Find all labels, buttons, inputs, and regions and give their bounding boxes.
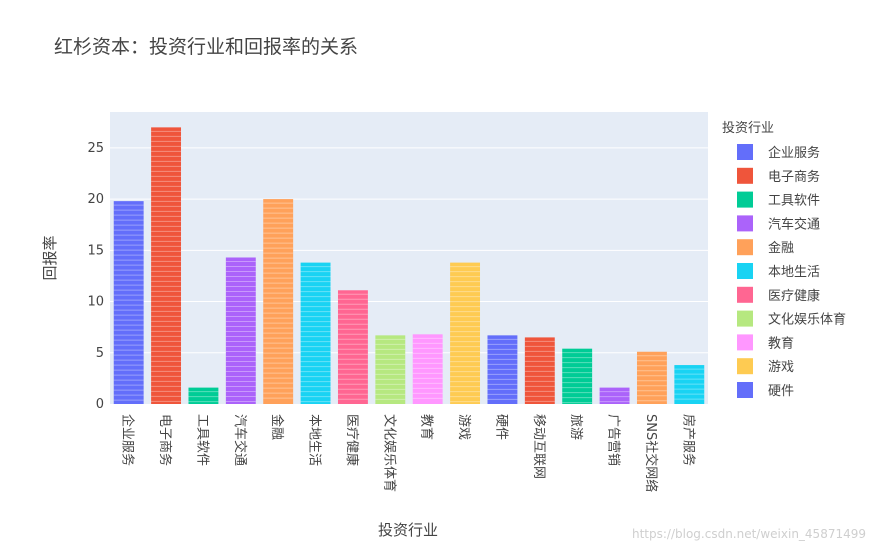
legend-swatch — [737, 144, 753, 160]
legend-item[interactable]: 企业服务 — [737, 144, 820, 161]
legend-label: 电子商务 — [768, 169, 820, 185]
x-tick-label: 汽车交通 — [232, 414, 248, 466]
legend-swatch — [737, 382, 753, 398]
bar-SNS社交网络 — [636, 351, 667, 404]
bar-文化娱乐体育 — [375, 335, 406, 404]
x-tick-label: 游戏 — [456, 414, 471, 440]
chart-title: 红杉资本：投资行业和回报率的关系 — [54, 36, 358, 58]
y-axis-title: 回报率 — [41, 235, 59, 280]
x-tick-label: 旅游 — [568, 414, 583, 440]
bar-硬件 — [487, 335, 518, 404]
legend-swatch — [737, 334, 753, 351]
legend-swatch — [737, 215, 753, 232]
legend-item[interactable]: 本地生活 — [737, 263, 820, 280]
legend-swatch — [737, 286, 753, 303]
legend-label: 文化娱乐体育 — [768, 312, 846, 328]
legend-label: 企业服务 — [768, 145, 820, 161]
x-tick-label: 工具软件 — [194, 414, 209, 466]
legend-item[interactable]: 文化娱乐体育 — [737, 310, 846, 328]
legend-item[interactable]: 工具软件 — [737, 191, 820, 209]
legend-item[interactable]: 教育 — [737, 334, 794, 351]
y-tick-label: 25 — [87, 141, 104, 156]
bar-医疗健康 — [337, 290, 368, 404]
x-tick-label: SNS社交网络 — [643, 414, 659, 492]
legend-swatch — [737, 167, 753, 184]
x-tick-label: 企业服务 — [120, 414, 136, 466]
gridlines — [110, 147, 708, 354]
x-axis-title: 投资行业 — [378, 521, 438, 539]
x-tick-label: 医疗健康 — [344, 414, 360, 466]
legend-swatch — [737, 310, 753, 327]
legend-label: 本地生活 — [768, 265, 820, 280]
bar-房产服务 — [674, 365, 705, 404]
bars — [113, 127, 705, 405]
legend-swatch — [737, 263, 753, 279]
bar-汽车交通 — [225, 257, 256, 404]
legend-label: 医疗健康 — [768, 288, 820, 304]
x-tick-label: 教育 — [419, 414, 435, 440]
bar-本地生活 — [300, 262, 331, 404]
x-tick-label: 金融 — [269, 414, 285, 440]
y-tick-label: 5 — [96, 346, 104, 361]
y-axis-ticks: 0 5 10 15 20 25 — [87, 141, 104, 412]
y-tick-label: 10 — [87, 295, 104, 310]
bar-广告营销 — [599, 387, 630, 404]
legend-label: 游戏 — [768, 360, 794, 375]
bar-工具软件 — [188, 387, 219, 404]
x-tick-label: 电子商务 — [157, 414, 173, 466]
bar-金融 — [263, 199, 294, 404]
legend-item[interactable]: 金融 — [737, 239, 794, 256]
bar-旅游 — [562, 348, 593, 404]
x-tick-label: 本地生活 — [307, 414, 322, 466]
legend-item[interactable]: 电子商务 — [737, 167, 820, 185]
bar-企业服务 — [113, 201, 144, 404]
legend-label: 工具软件 — [768, 194, 820, 209]
y-tick-label: 15 — [87, 243, 104, 258]
bar-移动互联网 — [524, 337, 555, 404]
x-tick-label: 移动互联网 — [531, 414, 546, 479]
legend-swatch — [737, 239, 753, 256]
bar-教育 — [412, 334, 443, 404]
bar-游戏 — [450, 262, 481, 404]
legend-swatch — [737, 191, 753, 208]
legend-item[interactable]: 医疗健康 — [737, 286, 820, 304]
legend-label: 金融 — [768, 240, 794, 256]
legend-item[interactable]: 汽车交通 — [737, 215, 820, 232]
watermark: https://blog.csdn.net/weixin_45871499 — [632, 527, 866, 541]
legend-title: 投资行业 — [722, 120, 774, 136]
legend-label: 硬件 — [768, 384, 794, 399]
plot-area — [110, 112, 708, 404]
x-tick-label: 广告营销 — [606, 414, 621, 466]
y-tick-label: 0 — [96, 397, 104, 412]
legend-label: 汽车交通 — [768, 216, 820, 232]
legend-item[interactable]: 游戏 — [737, 358, 794, 375]
legend-item[interactable]: 硬件 — [737, 382, 794, 399]
legend-swatch — [737, 358, 753, 375]
x-axis-ticks: 企业服务 电子商务 工具软件 汽车交通 金融 本地生活 医疗健康 文化娱乐体育 教育 游戏 硬件 移动… — [120, 414, 697, 492]
x-tick-label: 文化娱乐体育 — [381, 414, 397, 492]
x-tick-label: 硬件 — [493, 414, 508, 440]
x-tick-label: 房产服务 — [680, 414, 696, 466]
legend-label: 教育 — [768, 335, 794, 351]
y-tick-label: 20 — [87, 192, 104, 207]
bar-电子商务 — [151, 127, 182, 405]
